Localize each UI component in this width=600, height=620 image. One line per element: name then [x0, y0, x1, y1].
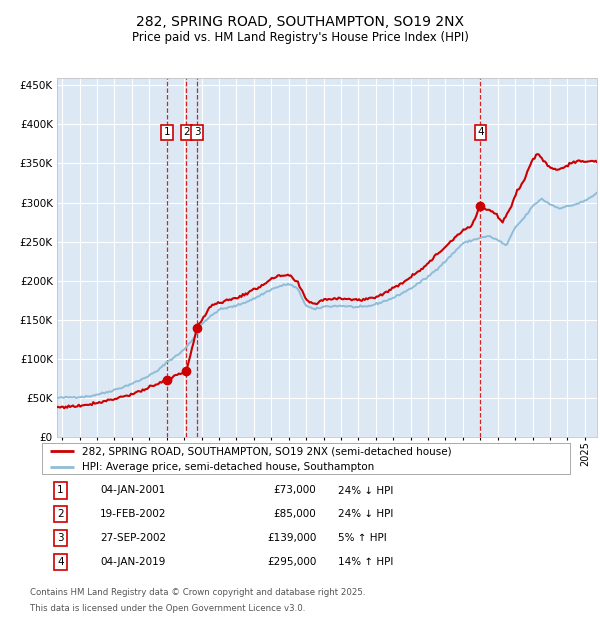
Text: 4: 4 [57, 557, 64, 567]
Text: HPI: Average price, semi-detached house, Southampton: HPI: Average price, semi-detached house,… [82, 461, 374, 472]
Text: £85,000: £85,000 [274, 509, 317, 519]
Text: 2: 2 [183, 127, 190, 137]
Text: 5% ↑ HPI: 5% ↑ HPI [338, 533, 386, 543]
Text: £73,000: £73,000 [274, 485, 317, 495]
Text: 3: 3 [194, 127, 200, 137]
Text: 14% ↑ HPI: 14% ↑ HPI [338, 557, 393, 567]
Text: 24% ↓ HPI: 24% ↓ HPI [338, 509, 393, 519]
Text: 1: 1 [164, 127, 170, 137]
Text: 282, SPRING ROAD, SOUTHAMPTON, SO19 2NX (semi-detached house): 282, SPRING ROAD, SOUTHAMPTON, SO19 2NX … [82, 446, 451, 456]
Text: 27-SEP-2002: 27-SEP-2002 [100, 533, 166, 543]
Text: 1: 1 [57, 485, 64, 495]
Text: 2: 2 [57, 509, 64, 519]
Text: This data is licensed under the Open Government Licence v3.0.: This data is licensed under the Open Gov… [30, 603, 305, 613]
Text: 04-JAN-2019: 04-JAN-2019 [100, 557, 166, 567]
Text: 19-FEB-2002: 19-FEB-2002 [100, 509, 167, 519]
Text: 3: 3 [57, 533, 64, 543]
Text: 04-JAN-2001: 04-JAN-2001 [100, 485, 166, 495]
Text: Contains HM Land Registry data © Crown copyright and database right 2025.: Contains HM Land Registry data © Crown c… [30, 588, 365, 597]
Text: Price paid vs. HM Land Registry's House Price Index (HPI): Price paid vs. HM Land Registry's House … [131, 31, 469, 44]
Text: 282, SPRING ROAD, SOUTHAMPTON, SO19 2NX: 282, SPRING ROAD, SOUTHAMPTON, SO19 2NX [136, 16, 464, 30]
Text: 24% ↓ HPI: 24% ↓ HPI [338, 485, 393, 495]
Text: £295,000: £295,000 [267, 557, 317, 567]
Text: £139,000: £139,000 [267, 533, 317, 543]
Text: 4: 4 [477, 127, 484, 137]
